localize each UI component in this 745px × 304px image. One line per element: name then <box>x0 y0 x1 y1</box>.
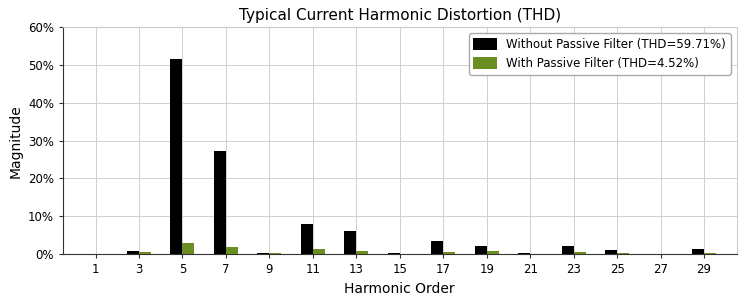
Bar <box>356 251 368 254</box>
Bar <box>617 253 629 254</box>
Bar <box>443 252 455 254</box>
Bar <box>183 243 194 254</box>
Bar <box>226 247 238 254</box>
Bar <box>258 253 270 254</box>
X-axis label: Harmonic Order: Harmonic Order <box>344 282 455 296</box>
Bar <box>139 252 151 254</box>
Bar <box>388 253 400 254</box>
Bar <box>692 249 704 254</box>
Bar <box>574 252 586 254</box>
Bar <box>171 59 183 254</box>
Bar <box>605 250 617 254</box>
Bar <box>214 151 226 254</box>
Bar <box>562 246 574 254</box>
Bar <box>431 241 443 254</box>
Title: Typical Current Harmonic Distortion (THD): Typical Current Harmonic Distortion (THD… <box>238 8 561 23</box>
Y-axis label: Magnitude: Magnitude <box>8 104 22 178</box>
Bar <box>519 253 530 254</box>
Bar <box>704 253 716 254</box>
Bar <box>270 253 282 254</box>
Bar <box>127 251 139 254</box>
Bar <box>475 246 486 254</box>
Bar <box>313 249 325 254</box>
Legend: Without Passive Filter (THD=59.71%), With Passive Filter (THD=4.52%): Without Passive Filter (THD=59.71%), Wit… <box>469 33 731 74</box>
Bar <box>301 224 313 254</box>
Bar <box>344 231 356 254</box>
Bar <box>486 251 498 254</box>
